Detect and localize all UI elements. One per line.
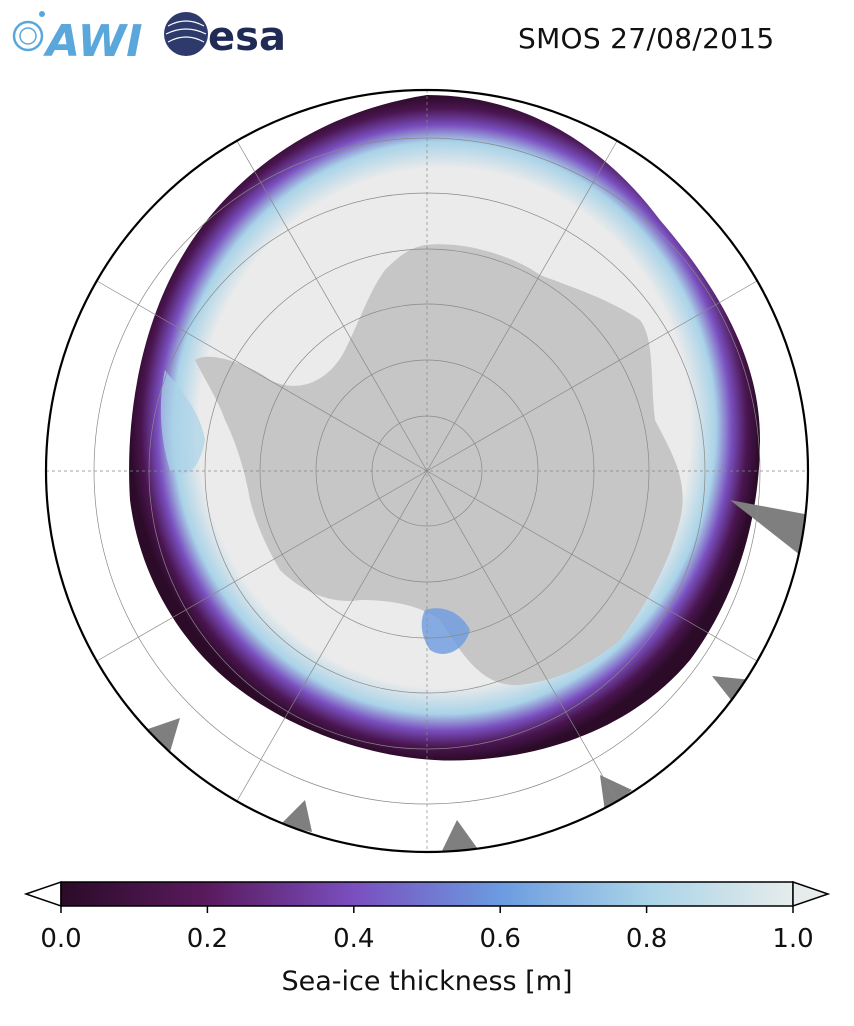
polar-map — [44, 88, 810, 854]
colorbar-tick-label: 0.6 — [479, 924, 521, 954]
no-data-wedge — [440, 820, 480, 852]
antarctica-land — [195, 244, 683, 686]
no-data-wedge — [280, 800, 312, 832]
no-data-wedge — [730, 500, 808, 555]
colorbar-tick-label: 0.0 — [40, 924, 82, 954]
colorbar-ticks — [60, 906, 794, 913]
ross-ice-patch — [421, 608, 470, 654]
no-data-wedge — [712, 676, 752, 705]
no-data-wedge — [600, 775, 632, 812]
awi-logo-text: AWI — [43, 16, 143, 62]
esa-logo: esa — [164, 12, 286, 60]
colorbar — [23, 880, 831, 913]
colorbar-extend-low — [23, 880, 62, 908]
awi-logo: AWI — [12, 11, 143, 62]
logos: AWI esa — [12, 11, 286, 62]
colorbar-tick-label: 0.2 — [186, 924, 229, 954]
map-boundary — [44, 88, 810, 854]
graticule — [46, 90, 808, 852]
colorbar-tick-label: 0.8 — [625, 924, 668, 954]
colorbar-extend-high — [792, 880, 831, 908]
colorbar-gradient — [60, 881, 794, 907]
colorbar-tick-label: 0.4 — [333, 924, 375, 954]
map-title: SMOS 27/08/2015 — [518, 22, 775, 55]
no-data-wedge — [145, 718, 180, 752]
esa-logo-text: esa — [208, 14, 286, 60]
colorbar-label: Sea-ice thickness [m] — [281, 966, 573, 997]
weddell-light-ice — [160, 370, 205, 474]
colorbar-tick-label: 1.0 — [772, 924, 814, 954]
